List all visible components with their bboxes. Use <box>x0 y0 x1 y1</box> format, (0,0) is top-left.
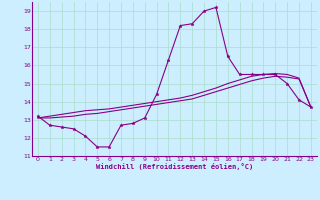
X-axis label: Windchill (Refroidissement éolien,°C): Windchill (Refroidissement éolien,°C) <box>96 163 253 170</box>
